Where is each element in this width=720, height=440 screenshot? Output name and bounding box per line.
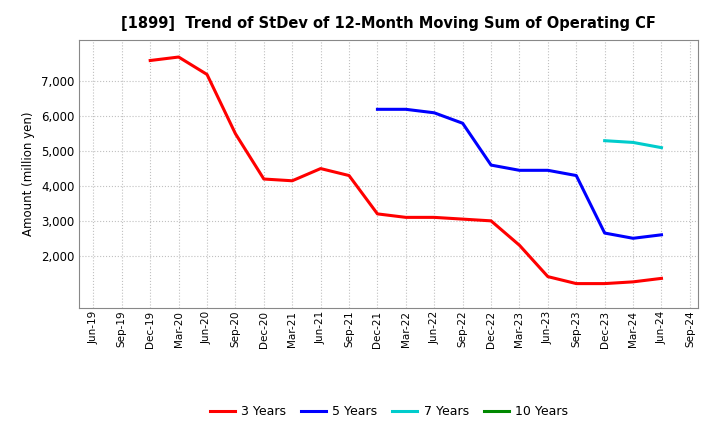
Legend: 3 Years, 5 Years, 7 Years, 10 Years: 3 Years, 5 Years, 7 Years, 10 Years [204,400,573,423]
5 Years [487,162,495,168]
5 Years [600,231,609,236]
3 Years [174,55,183,60]
7 Years [600,138,609,143]
Line: 7 Years: 7 Years [605,141,662,148]
3 Years [203,72,212,77]
5 Years [657,232,666,238]
3 Years [316,166,325,171]
3 Years [600,281,609,286]
3 Years [373,211,382,216]
3 Years [459,216,467,222]
5 Years [572,173,580,178]
3 Years [572,281,580,286]
7 Years [657,145,666,150]
3 Years [288,178,297,183]
3 Years [146,58,155,63]
Y-axis label: Amount (million yen): Amount (million yen) [22,112,35,236]
Line: 3 Years: 3 Years [150,57,662,284]
5 Years [515,168,523,173]
7 Years [629,140,637,145]
3 Years [629,279,637,285]
3 Years [402,215,410,220]
Line: 5 Years: 5 Years [377,109,662,238]
5 Years [402,106,410,112]
3 Years [487,218,495,224]
3 Years [515,242,523,248]
5 Years [544,168,552,173]
Title: [1899]  Trend of StDev of 12-Month Moving Sum of Operating CF: [1899] Trend of StDev of 12-Month Moving… [122,16,656,32]
3 Years [544,274,552,279]
3 Years [657,276,666,281]
5 Years [430,110,438,115]
3 Years [259,176,268,182]
5 Years [459,121,467,126]
5 Years [373,106,382,112]
3 Years [430,215,438,220]
3 Years [345,173,354,178]
3 Years [231,131,240,136]
5 Years [629,236,637,241]
